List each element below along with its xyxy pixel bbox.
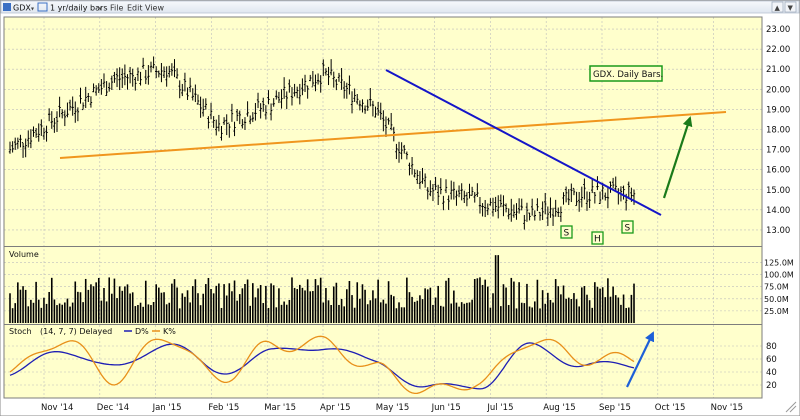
- menu-file[interactable]: File: [110, 4, 123, 13]
- svg-text:S: S: [625, 224, 631, 234]
- support-trend-line[interactable]: [59, 111, 727, 159]
- chevron-down-icon: ▾: [31, 6, 34, 13]
- toolbar: GDX ▾ 1 yr/daily bars ▾ File Edit View ▲…: [0, 0, 800, 14]
- grid: [4, 17, 762, 398]
- price-tick-label: 13.00: [766, 226, 790, 236]
- pattern-label-left-shoulder: S: [560, 225, 573, 239]
- price-tick-label: 19.00: [766, 105, 790, 115]
- arrow-down-icon: ▼: [788, 4, 794, 12]
- menu-view[interactable]: View: [145, 4, 164, 13]
- stoch-up-arrow: [626, 331, 655, 388]
- price-tick-label: 20.00: [766, 85, 790, 95]
- axes: Nov '14 Dec '14 Jan '15 Feb '15 Mar '15 Apr '…: [41, 25, 794, 413]
- stoch-k-label: K%: [163, 327, 176, 336]
- x-tick-label: May '15: [376, 403, 409, 413]
- plot-border: [3, 16, 763, 399]
- x-tick-label: Sep '15: [599, 403, 631, 413]
- symbol-dropdown[interactable]: GDX ▾: [3, 3, 34, 13]
- pattern-label-right-shoulder: S: [621, 220, 634, 234]
- price-tick-label: 14.00: [766, 206, 790, 216]
- price-bars: [8, 56, 636, 230]
- stoch-params: (14, 7, 7) Delayed: [40, 327, 112, 336]
- stoch-tick-label: 60: [766, 355, 777, 365]
- annotation-text: GDX. Daily Bars.: [593, 70, 663, 80]
- symbol-icon: [3, 3, 11, 11]
- stoch-tick-label: 80: [766, 342, 777, 352]
- breakout-arrow: [662, 116, 693, 199]
- x-tick-label: Jul '15: [486, 403, 513, 413]
- price-tick-label: 17.00: [766, 146, 790, 156]
- stoch-tick-label: 40: [766, 368, 777, 378]
- resize-grip-icon[interactable]: [785, 401, 797, 413]
- period-icon: [37, 2, 48, 12]
- svg-text:S: S: [564, 229, 570, 239]
- scroll-down-button[interactable]: ▼: [784, 1, 797, 13]
- volume-panel-title: Volume: [9, 250, 39, 259]
- stoch-panel-legend: Stoch (14, 7, 7) Delayed D% K%: [9, 327, 176, 336]
- volume-bars: [9, 255, 635, 323]
- volume-tick-label: 100.0M: [764, 271, 794, 280]
- stoch-tick-label: 20: [766, 381, 777, 391]
- stoch-lines: [9, 335, 635, 395]
- x-tick-label: Oct '15: [655, 403, 686, 413]
- x-tick-label: Aug '15: [543, 403, 575, 413]
- x-tick-label: Jan '15: [152, 403, 182, 413]
- stoch-d-label: D%: [135, 327, 149, 336]
- period-dropdown[interactable]: 1 yr/daily bars ▾: [37, 2, 108, 13]
- stoch-title: Stoch: [9, 327, 32, 336]
- price-tick-label: 16.00: [766, 166, 790, 176]
- pattern-label-head: H: [591, 231, 604, 245]
- stoch-d-line: [9, 342, 635, 390]
- x-tick-label: Apr '15: [320, 403, 351, 413]
- x-tick-label: Feb '15: [208, 403, 239, 413]
- price-tick-label: 18.00: [766, 125, 790, 135]
- volume-tick-label: 75.0M: [764, 283, 789, 292]
- price-tick-label: 15.00: [766, 186, 790, 196]
- x-tick-label: Nov '15: [711, 403, 743, 413]
- x-tick-label: Mar '15: [264, 403, 296, 413]
- symbol-label: GDX: [13, 4, 31, 13]
- volume-tick-label: 50.0M: [764, 295, 789, 304]
- volume-tick-label: 25.0M: [764, 307, 789, 316]
- scroll-up-button[interactable]: ▲: [771, 1, 784, 13]
- stoch-k-line: [9, 335, 635, 395]
- chevron-down-icon: ▾: [99, 6, 102, 13]
- period-label: 1 yr/daily bars: [50, 4, 108, 13]
- svg-text:H: H: [594, 235, 601, 245]
- x-tick-label: Nov '14: [41, 403, 73, 413]
- downtrend-line[interactable]: [385, 69, 662, 216]
- price-tick-label: 21.00: [766, 65, 790, 75]
- annotation-box: GDX. Daily Bars.: [589, 65, 663, 82]
- arrow-up-icon: ▲: [775, 4, 781, 12]
- price-tick-label: 23.00: [766, 25, 790, 35]
- x-tick-label: Jun '15: [431, 403, 461, 413]
- menu-edit[interactable]: Edit: [127, 4, 143, 13]
- volume-tick-label: 125.0M: [764, 258, 794, 267]
- price-tick-label: 22.00: [766, 45, 790, 55]
- x-tick-label: Dec '14: [97, 403, 129, 413]
